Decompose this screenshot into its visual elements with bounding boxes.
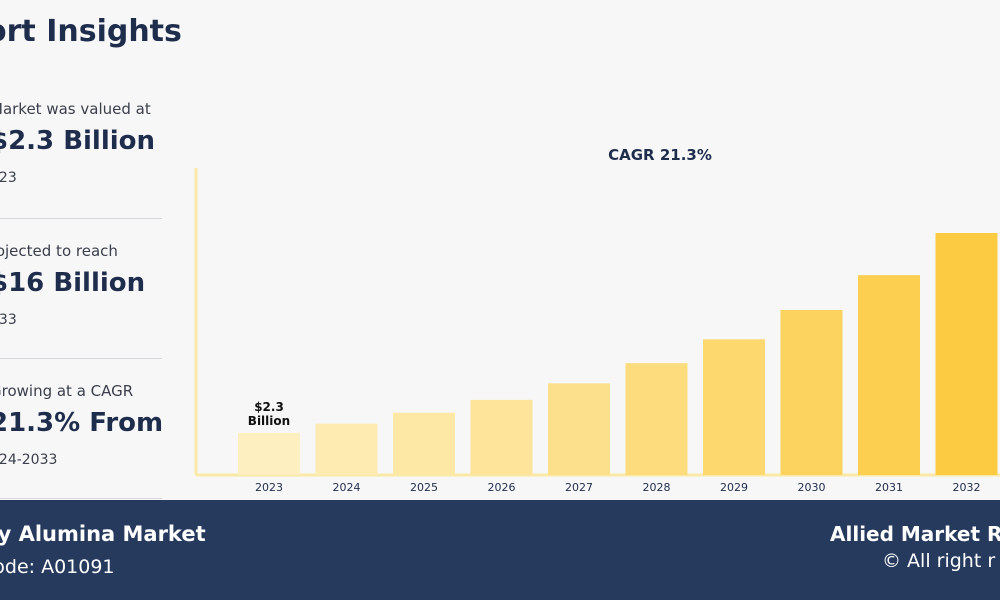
- x-tick-label: 2030: [798, 481, 826, 494]
- x-tick-label: 2025: [410, 481, 438, 494]
- x-tick-label: 2027: [565, 481, 593, 494]
- x-tick-label: 2023: [255, 481, 283, 494]
- bar-2029: [703, 339, 765, 475]
- data-label: Billion: [248, 414, 290, 428]
- x-tick-label: 2031: [875, 481, 903, 494]
- footer-rights: © All right r: [882, 550, 996, 572]
- bar-2028: [625, 363, 688, 475]
- x-tick-label: 2024: [333, 481, 361, 494]
- chart-title: CAGR 21.3%: [608, 146, 712, 164]
- stat-label: Growing at a CAGR: [0, 382, 134, 400]
- stat-label: rojected to reach: [0, 242, 118, 260]
- footer-report-title: rity Alumina Market: [0, 522, 206, 546]
- footer: rity Alumina Market Code: A01091 Allied …: [0, 500, 1000, 600]
- bar-2032: [935, 233, 998, 475]
- stat-label: Market was valued at: [0, 100, 151, 118]
- stat-value: 21.3% From: [0, 408, 164, 438]
- footer-report-code: Code: A01091: [0, 556, 115, 578]
- bar-2023: [238, 432, 300, 475]
- bar-2030: [780, 310, 843, 475]
- bar-2031: [858, 275, 920, 475]
- x-tick-label: 2028: [643, 481, 671, 494]
- stat-valued: Market was valued at $2.3 Billion 023: [0, 100, 162, 186]
- stat-value: $16 Billion: [0, 268, 146, 298]
- page-title: ort Insights: [0, 14, 182, 49]
- bar-chart: 2023 2024 2025 2026 2027 2028 2029 2030 2031 2032…: [194, 168, 1000, 494]
- bar-2026: [470, 399, 533, 475]
- stat-cagr: Growing at a CAGR 21.3% From 024-2033: [0, 382, 164, 468]
- divider: [0, 218, 162, 219]
- x-tick-label: 2029: [720, 481, 748, 494]
- x-tick-label: 2032: [953, 481, 981, 494]
- divider: [0, 358, 162, 359]
- bar-2024: [315, 423, 378, 475]
- stat-sub: 033: [0, 312, 17, 328]
- bar-2027: [548, 383, 610, 475]
- data-label: $2.3: [254, 400, 284, 414]
- stat-sub: 024-2033: [0, 452, 58, 468]
- divider: [0, 498, 162, 499]
- footer-brand: Allied Market R: [830, 522, 1000, 546]
- stat-value: $2.3 Billion: [0, 126, 156, 156]
- bar-2025: [393, 412, 455, 475]
- stat-sub: 023: [0, 170, 17, 186]
- x-tick-label: 2026: [488, 481, 516, 494]
- stat-projected: rojected to reach $16 Billion 033: [0, 242, 162, 328]
